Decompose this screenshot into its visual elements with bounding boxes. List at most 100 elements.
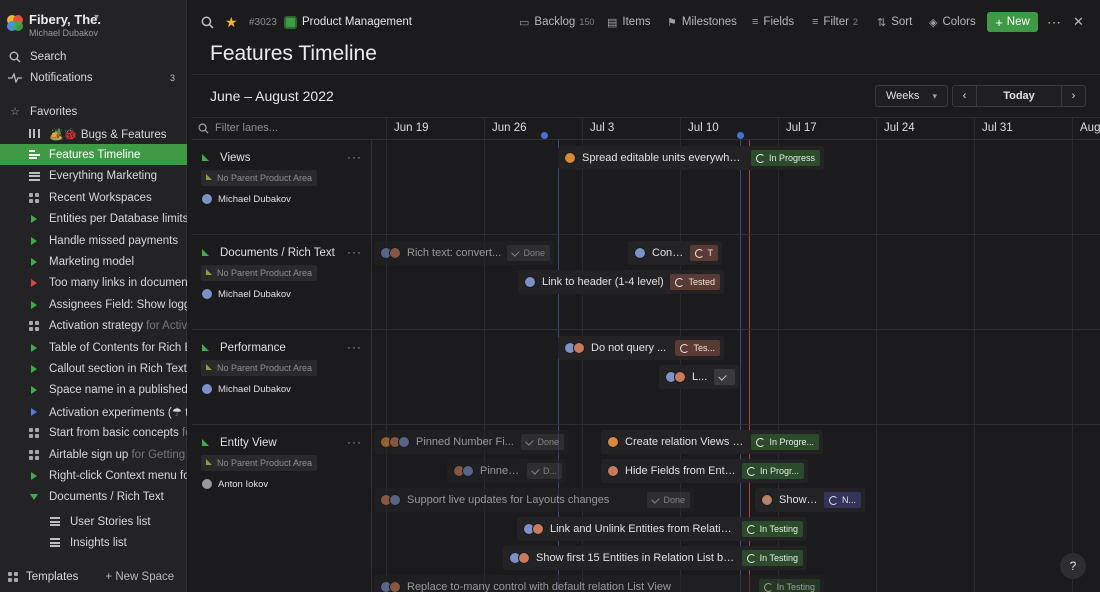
status-label: Done: [537, 437, 559, 447]
sidebar-item[interactable]: Table of Contents for Rich Ed: [0, 337, 187, 358]
lane-owner[interactable]: Michael Dubakov: [201, 382, 291, 396]
bar-title: Support live updates for Layouts changes: [407, 494, 610, 506]
lane-owner[interactable]: Anton Iokov: [201, 477, 268, 491]
timeline-bar[interactable]: Spread editable units everywhere In Progr…: [558, 146, 824, 170]
fields-label: Fields: [763, 16, 795, 28]
lane-owner[interactable]: Michael Dubakov: [201, 192, 291, 206]
timeline-bar[interactable]: Support live updates for Layouts changes…: [374, 488, 694, 512]
favorite-star-icon[interactable]: ★: [225, 13, 238, 30]
lane-title[interactable]: Performance: [220, 342, 286, 354]
status-label: Tested: [688, 277, 715, 287]
lane-more-icon[interactable]: ···: [347, 245, 362, 259]
sidebar-item[interactable]: Airtable sign up for Getting s: [0, 444, 187, 465]
lane-title[interactable]: Entity View: [220, 437, 277, 449]
milestone-marker[interactable]: [737, 132, 744, 139]
sidebar-item[interactable]: Recent Workspaces: [0, 187, 187, 208]
status-badge: In Progress: [750, 150, 820, 166]
lane-title[interactable]: Views: [220, 152, 251, 164]
today-button[interactable]: Today: [976, 85, 1062, 107]
status-badge: N...: [823, 492, 861, 508]
filter-button[interactable]: ≡ Filter 2: [812, 12, 858, 32]
assignee-avatars: [380, 247, 401, 259]
sort-label: Sort: [891, 16, 913, 28]
document-icon: [29, 321, 39, 332]
lane-owner-name: Michael Dubakov: [218, 193, 291, 205]
sidebar-item[interactable]: Entities per Database limits: [0, 209, 187, 230]
milestone-line: [740, 140, 741, 592]
lane-product-area[interactable]: No Parent Product Area: [201, 360, 318, 376]
sidebar-subitem[interactable]: User Stories list: [0, 511, 187, 532]
close-icon[interactable]: ✕: [1073, 14, 1084, 29]
next-button[interactable]: ›: [1061, 85, 1086, 107]
timeline-bar[interactable]: Link to header (1-4 level) Tested: [518, 270, 724, 294]
sidebar-notifications[interactable]: Notifications 3: [0, 67, 187, 88]
timeline-bar[interactable]: Conv... T: [628, 241, 722, 265]
sidebar-item[interactable]: Everything Marketing: [0, 166, 187, 187]
experiment-entity-icon: [31, 407, 37, 416]
timeline-bar[interactable]: L...: [659, 365, 739, 389]
timeline-bar[interactable]: Replace to-many control with default rel…: [374, 575, 824, 592]
timeline-bar[interactable]: Pinned Number Fi... Done: [374, 430, 568, 454]
lane-product-area[interactable]: No Parent Product Area: [201, 170, 318, 186]
workspace-switcher[interactable]: Fibery, The. ▾ Michael Dubakov: [0, 0, 187, 44]
status-badge: [714, 369, 735, 385]
templates-icon: [8, 572, 18, 582]
sidebar-item[interactable]: Assignees Field: Show logge: [0, 294, 187, 315]
sidebar-subitem-label: Insights list: [70, 536, 127, 549]
milestone-marker[interactable]: [541, 132, 548, 139]
fields-button[interactable]: ≡ Fields: [752, 12, 794, 32]
colors-button[interactable]: ◈ Colors: [929, 12, 976, 32]
lane-more-icon[interactable]: ···: [347, 435, 362, 449]
status-label: N...: [841, 495, 856, 505]
prev-button[interactable]: ‹: [952, 85, 977, 107]
sidebar-item-icon: [27, 383, 41, 397]
avatar: [518, 552, 530, 564]
sidebar-item[interactable]: Handle missed payments: [0, 230, 187, 251]
sort-button[interactable]: ⇅ Sort: [877, 12, 912, 32]
sidebar-item[interactable]: Activation experiments (☂ ta: [0, 401, 187, 422]
new-space-button[interactable]: + New Space: [105, 571, 175, 583]
lane-title[interactable]: Documents / Rich Text: [220, 247, 335, 259]
lane-more-icon[interactable]: ···: [347, 340, 362, 354]
chevron-right-icon: ›: [1071, 90, 1076, 102]
sidebar-item[interactable]: Documents / Rich Text: [0, 487, 187, 508]
lane-owner[interactable]: Michael Dubakov: [201, 287, 291, 301]
filter-lanes-input[interactable]: Filter lanes...: [198, 122, 368, 134]
space-breadcrumb[interactable]: Product Management: [284, 12, 412, 32]
lane-product-area[interactable]: No Parent Product Area: [201, 265, 318, 281]
sidebar-item[interactable]: Features Timeline: [0, 144, 187, 166]
sidebar-item[interactable]: Callout section in Rich Text: [0, 358, 187, 379]
sidebar-favorites[interactable]: ☆ Favorites: [0, 101, 187, 122]
lane-product-area[interactable]: No Parent Product Area: [201, 455, 318, 471]
scale-select[interactable]: Weeks ▾: [875, 85, 948, 107]
milestones-button[interactable]: ⚑ Milestones: [667, 12, 737, 32]
search-button[interactable]: [201, 12, 214, 32]
lane-more-icon[interactable]: ···: [347, 150, 362, 164]
sidebar-subitem-label: User Stories list: [70, 515, 151, 528]
sidebar-item[interactable]: Start from basic concepts fo: [0, 423, 187, 444]
timeline-bar[interactable]: Pinned ... D...: [447, 459, 566, 483]
timeline-bar[interactable]: Show first 15 Entities in Relation List …: [503, 546, 807, 570]
timeline-bar[interactable]: Do not query ... Tes...: [558, 336, 724, 360]
sidebar-item[interactable]: Marketing model: [0, 251, 187, 272]
timeline-bar[interactable]: Create relation Views o... In Progre...: [601, 430, 823, 454]
sidebar-item[interactable]: Too many links in document c: [0, 273, 187, 294]
more-options-icon[interactable]: ⋯: [1047, 13, 1061, 30]
timeline-bar[interactable]: Link and Unlink Entities from Relation..…: [517, 517, 807, 541]
timeline-bar[interactable]: Hide Fields from Entit... In Progr...: [601, 459, 808, 483]
top-bar: ★ #3023 Product Management ▭ Backlog 150…: [187, 0, 1100, 44]
sidebar-item[interactable]: Right-click Context menu for: [0, 465, 187, 486]
templates-button[interactable]: Templates: [26, 571, 79, 583]
backlog-button[interactable]: ▭ Backlog 150: [519, 12, 594, 32]
new-button[interactable]: + New: [987, 12, 1038, 32]
sidebar-item[interactable]: 🏕️🐞 Bugs & Features: [0, 123, 187, 144]
sidebar-subitem[interactable]: Insights list: [0, 532, 187, 553]
sidebar-search[interactable]: Search: [0, 46, 187, 67]
help-button[interactable]: ?: [1060, 553, 1086, 579]
timeline-bar[interactable]: Rich text: convert... Done: [374, 241, 554, 265]
sidebar-item[interactable]: Activation strategy for Activa: [0, 316, 187, 337]
timeline-bar[interactable]: Show B... N...: [755, 488, 865, 512]
week-label: Jun 19: [394, 122, 429, 134]
sidebar-item[interactable]: Space name in a published s: [0, 380, 187, 401]
items-button[interactable]: ▤ Items: [607, 12, 651, 32]
